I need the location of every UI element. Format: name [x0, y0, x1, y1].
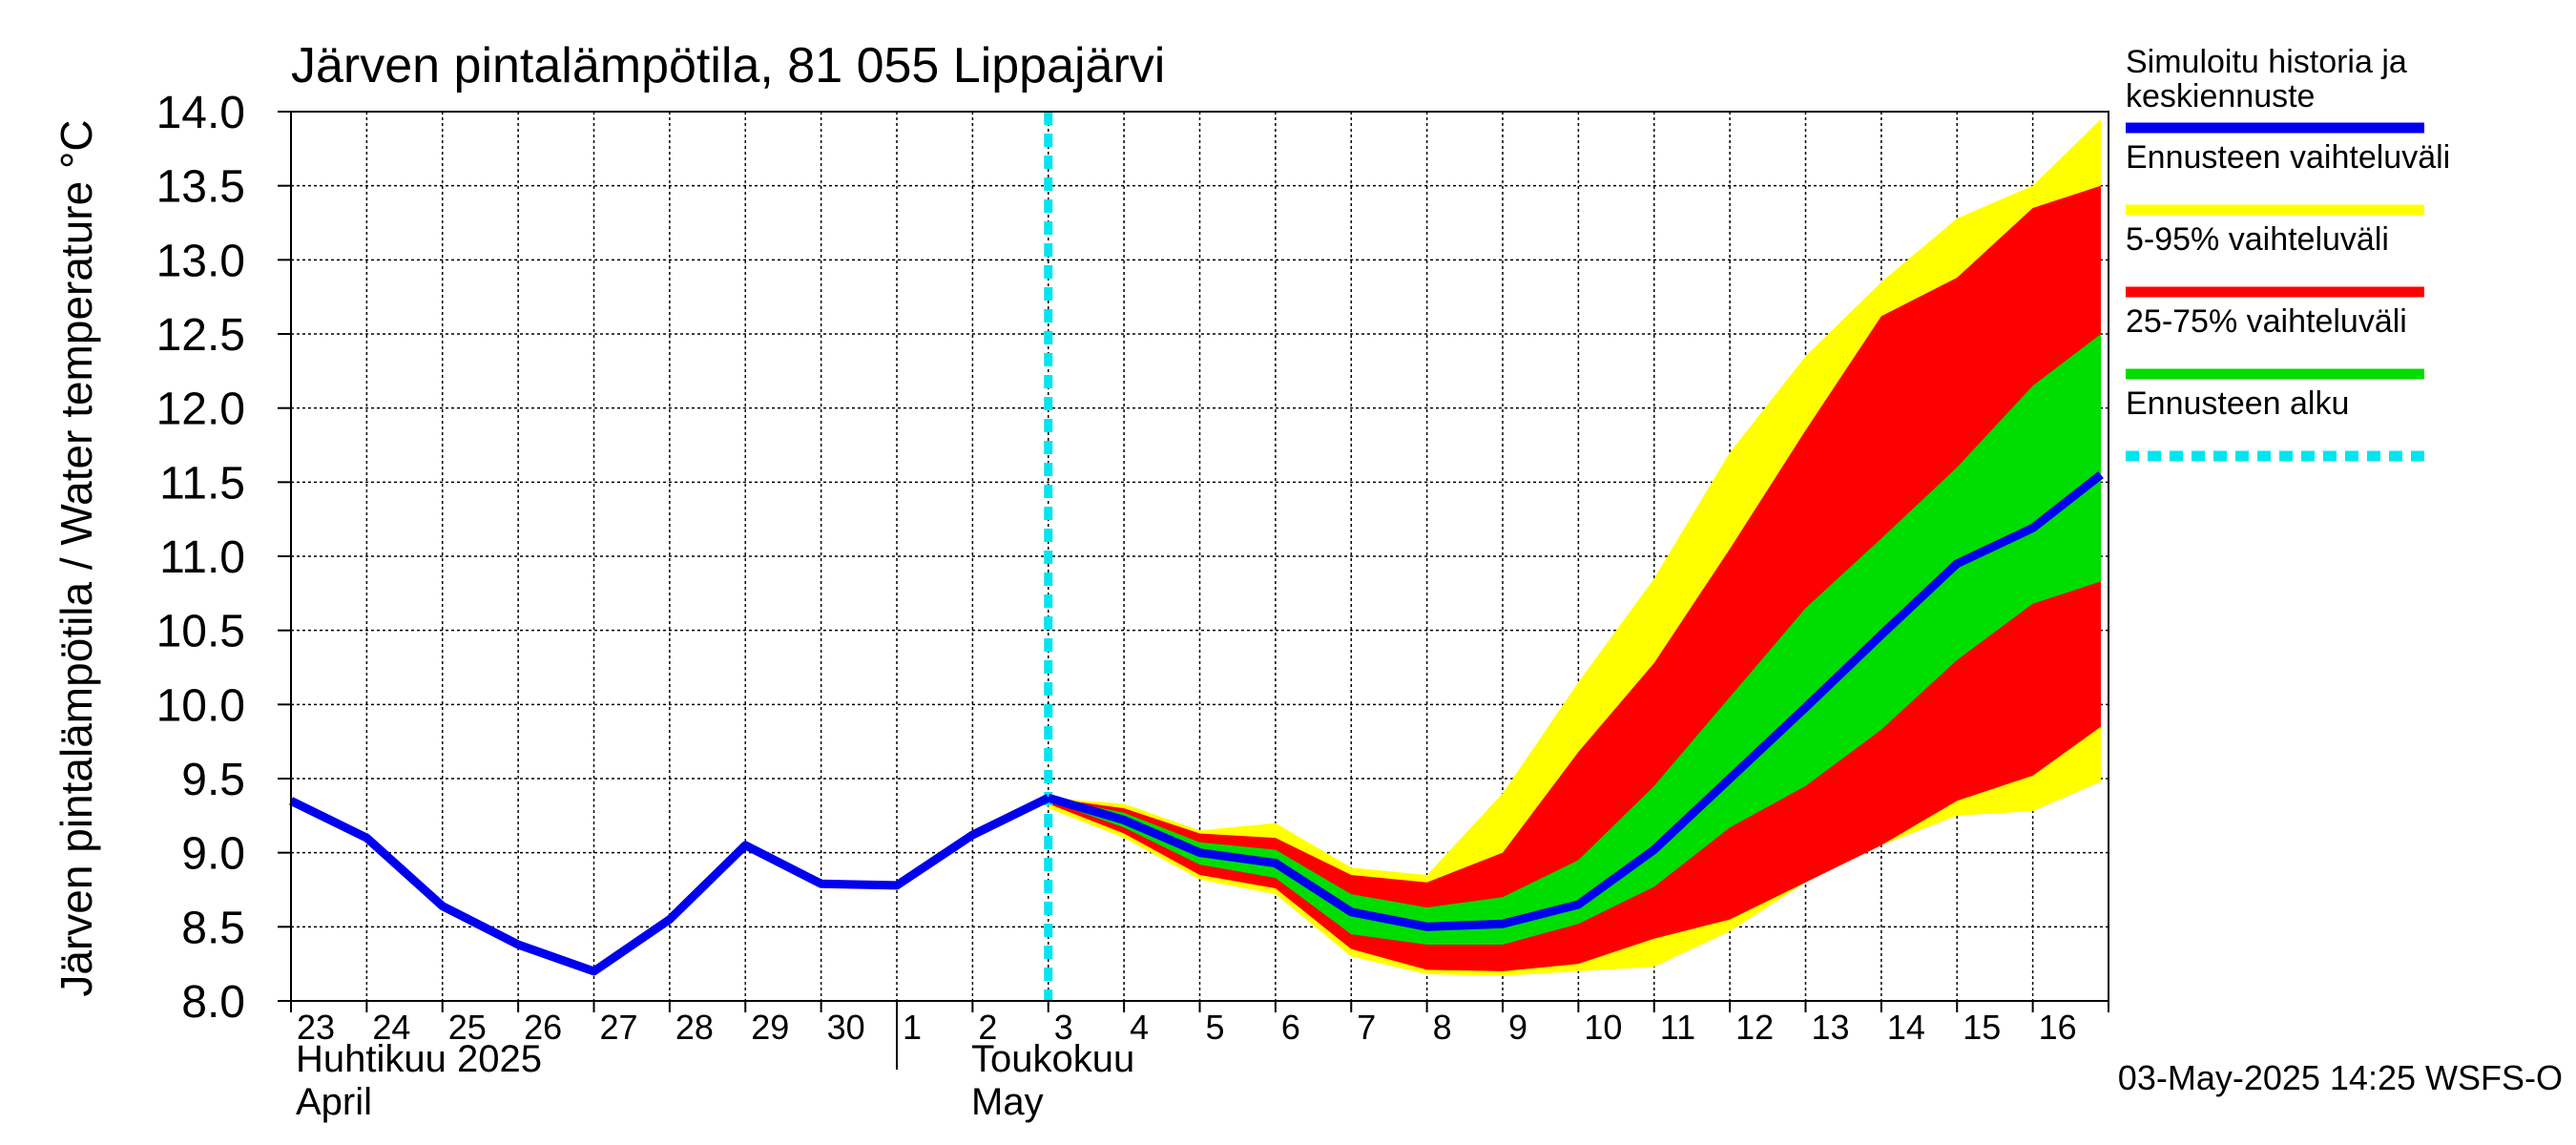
chart-title: Järven pintalämpötila, 81 055 Lippajärvi [291, 38, 1165, 94]
x-tick-label: 15 [1963, 1008, 2001, 1047]
y-tick-label: 10.0 [156, 680, 245, 731]
history-line [289, 794, 1050, 976]
x-tick-label: 5 [1206, 1008, 1225, 1047]
x-tick-label: 28 [675, 1008, 714, 1047]
x-tick-label: 9 [1508, 1008, 1527, 1047]
y-axis-ticks: 8.0 8.5 9.0 9.5 10.0 10.5 11.0 11.5 12.0 12.5 13.0… [156, 88, 291, 1028]
x-tick-label: 24 [372, 1008, 410, 1047]
x-tick-label: 11 [1660, 1008, 1695, 1047]
x-axis-ticks: 23 24 25 26 27 28 29 30 1 2 3 4 5 6 7 8 9 10 11 12 13 14 15 16 [290, 1001, 2109, 1070]
month-labels: Huhtikuu 2025 April Toukokuu May [296, 1038, 1134, 1123]
x-tick-label: 25 [448, 1008, 487, 1047]
x-tick-label: 10 [1584, 1008, 1622, 1047]
y-tick-label: 11.5 [159, 458, 245, 509]
month-label-may-fi: Toukokuu [971, 1038, 1134, 1080]
x-tick-label: 7 [1357, 1008, 1376, 1047]
x-tick-label: 23 [297, 1008, 335, 1047]
x-tick-label: 4 [1130, 1008, 1149, 1047]
y-tick-label: 10.5 [156, 607, 245, 657]
y-tick-label: 12.0 [156, 385, 245, 435]
legend-label: 5-95% vaihteluväli [2126, 221, 2389, 258]
timestamp: 03-May-2025 14:25 WSFS-O [2118, 1058, 2563, 1097]
y-tick-label: 9.0 [181, 829, 245, 880]
x-tick-label: 6 [1281, 1008, 1300, 1047]
x-tick-label: 26 [524, 1008, 562, 1047]
month-label-may-en: May [971, 1081, 1044, 1123]
y-tick-label: 13.5 [156, 162, 245, 213]
y-axis-label: Järven pintalämpötila / Water temperatur… [52, 119, 101, 996]
legend-label: Ennusteen vaihteluväli [2126, 139, 2450, 176]
x-tick-label: 3 [1054, 1008, 1073, 1047]
x-tick-label: 27 [600, 1008, 638, 1047]
series-lines [289, 112, 2104, 1001]
x-tick-label: 13 [1812, 1008, 1850, 1047]
y-tick-label: 8.0 [181, 977, 245, 1028]
x-tick-label: 8 [1433, 1008, 1452, 1047]
x-tick-label: 1 [903, 1008, 922, 1047]
x-tick-label: 29 [751, 1008, 789, 1047]
legend-label-line: Simuloitu historia ja [2126, 44, 2407, 80]
y-tick-label: 14.0 [156, 88, 245, 138]
month-label-april-en: April [296, 1081, 372, 1123]
y-tick-label: 13.0 [156, 236, 245, 286]
legend-label: Simuloitu historia ja keskiennuste [2126, 44, 2407, 114]
x-tick-label: 2 [978, 1008, 997, 1047]
y-tick-label: 9.5 [181, 755, 245, 805]
x-tick-label: 30 [827, 1008, 865, 1047]
band-area [1048, 185, 2102, 971]
legend-label-line: keskiennuste [2126, 78, 2315, 114]
legend: Simuloitu historia ja keskiennuste Ennuste… [2126, 44, 2450, 462]
y-tick-label: 12.5 [156, 310, 245, 361]
legend-label: 25-75% vaihteluväli [2126, 303, 2407, 340]
forecast-bands [1048, 118, 2102, 976]
y-tick-label: 8.5 [181, 903, 245, 953]
x-tick-label: 12 [1735, 1008, 1774, 1047]
band-area [1048, 334, 2102, 945]
median-forecast-line [1047, 471, 2104, 931]
legend-label: Ennusteen alku [2126, 385, 2349, 422]
x-tick-label: 14 [1887, 1008, 1925, 1047]
y-tick-label: 11.0 [159, 532, 245, 583]
month-label-april-fi: Huhtikuu 2025 [296, 1038, 542, 1080]
x-tick-label: 16 [2039, 1008, 2077, 1047]
